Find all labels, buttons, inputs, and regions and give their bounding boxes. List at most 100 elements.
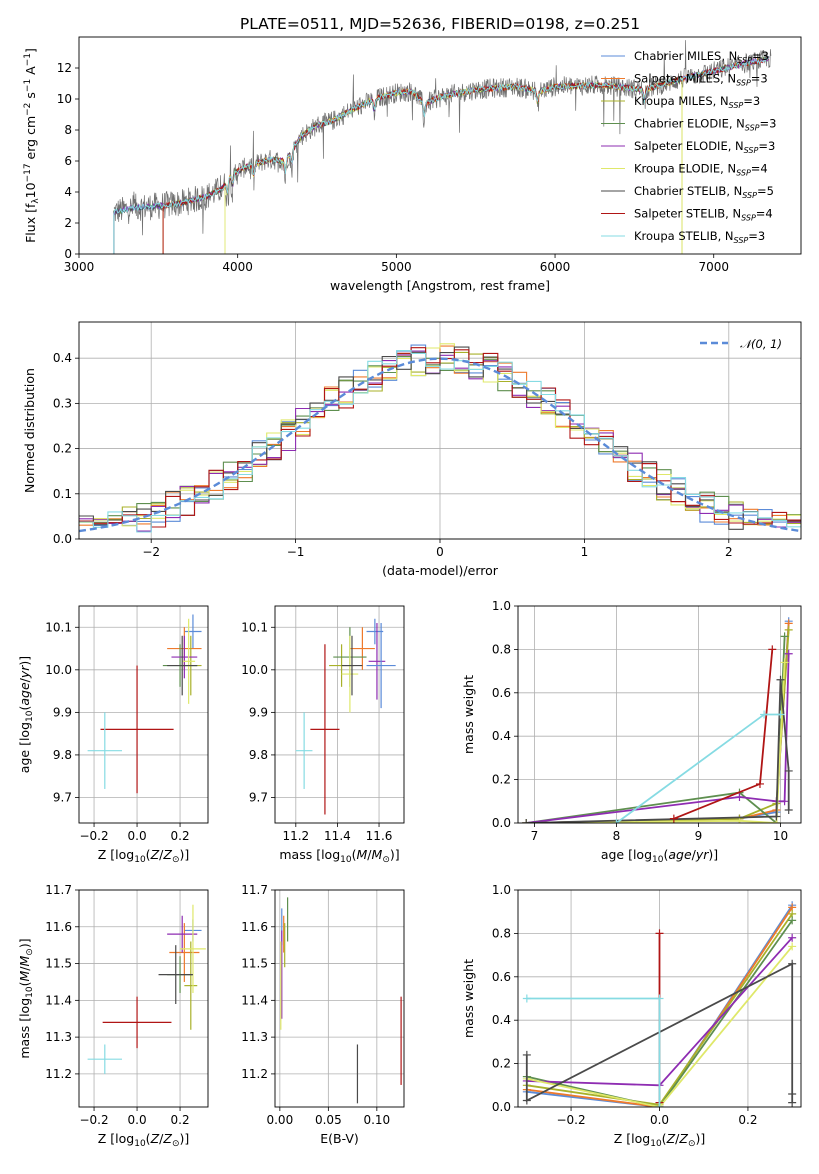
errorbar-point — [366, 623, 396, 709]
y-tick-label: 8 — [64, 123, 72, 137]
mass-weight-marker — [780, 797, 789, 806]
x-tick-label: 0.2 — [171, 1113, 190, 1127]
y-tick-label: 11.6 — [241, 920, 268, 934]
x-tick-label: 0.2 — [171, 829, 190, 843]
mass-weight-marker — [522, 994, 531, 1003]
x-tick-label: 3000 — [64, 260, 95, 274]
legend-entry: Chabrier MILES, NSSP=3 — [634, 49, 769, 65]
age_vs_mass-axes — [275, 606, 404, 823]
errorbar-point — [158, 945, 193, 1005]
y-tick-label: 0.0 — [492, 816, 511, 830]
figure-title: PLATE=0511, MJD=52636, FIBERID=0198, z=0… — [240, 15, 640, 33]
y-tick-label: 0.8 — [492, 926, 511, 940]
residuals-frame: −2 −1 0 1 2 0.0 0.1 0.2 0.3 0.4 (data-model)/error… — [22, 321, 802, 578]
y-tick-label: 11.4 — [241, 993, 268, 1007]
x-axis-label: (data-model)/error — [382, 563, 499, 578]
y-axis-label: Normed distribution — [22, 368, 37, 493]
y-tick-label: 0.6 — [492, 686, 511, 700]
legend-entry: Kroupa ELODIE, NSSP=4 — [634, 162, 768, 178]
y-tick-label: 11.5 — [241, 957, 268, 971]
mass-weight-marker — [522, 819, 531, 823]
mass_vs_EBV-plot-area — [280, 897, 402, 1104]
massweight_vs_Z-frame: −0.2 0.0 0.2 0.0 0.2 0.4 0.6 0.8 1.0 Z [log10(Z/Z… — [461, 883, 802, 1149]
y-tick-label: 11.6 — [45, 920, 72, 934]
errorbar-point — [366, 618, 384, 645]
y-tick-label: 1.0 — [492, 599, 511, 613]
mass-weight-marker — [612, 819, 621, 823]
y-tick-label: 11.4 — [45, 993, 72, 1007]
residual-histogram-step — [79, 350, 801, 533]
mass-weight-series-line — [526, 945, 793, 1107]
axis-label: age [log10(age/yr)] — [601, 847, 718, 865]
mass-weight-marker — [776, 710, 785, 719]
y-tick-label: 0.4 — [492, 729, 511, 743]
mass-weight-marker — [522, 1096, 531, 1105]
legend-entry: Salpeter STELIB, NSSP=4 — [634, 207, 773, 223]
legend-entry: Kroupa MILES, NSSP=3 — [634, 94, 760, 110]
y-tick-label: 11.3 — [241, 1030, 268, 1044]
mass-weight-marker — [784, 805, 793, 814]
axis-label: age [log10(age/yr)] — [17, 656, 35, 773]
x-tick-label: 0.10 — [363, 1113, 390, 1127]
legend-entry: Chabrier STELIB, NSSP=5 — [634, 184, 774, 200]
mass_vs_Z-plot-area — [87, 904, 206, 1074]
model-spectrum-line — [113, 56, 770, 254]
spectrum-frame: 3000 4000 5000 6000 7000 0 2 4 6 8 10 12 wavelength … — [23, 36, 802, 293]
massweight_vs_age-frame: 7 8 9 10 0.0 0.2 0.4 0.6 0.8 1.0 age [log10(age/yr… — [461, 599, 802, 865]
x-tick-label: 6000 — [540, 260, 571, 274]
errorbar-point — [100, 665, 174, 794]
y-tick-label: 11.3 — [45, 1030, 72, 1044]
errorbar-point — [167, 635, 198, 696]
mass-weight-marker — [784, 766, 793, 775]
residuals-axes — [79, 322, 801, 540]
y-tick-label: 10.1 — [45, 620, 72, 634]
y-tick-label: 10.0 — [45, 663, 72, 677]
mass-weight-marker — [655, 1103, 664, 1107]
x-tick-label: 0.2 — [738, 1113, 757, 1127]
y-axis-label: mass weight — [461, 959, 476, 1038]
y-tick-label: 0.0 — [492, 1100, 511, 1114]
y-tick-label: 9.8 — [249, 748, 268, 762]
model-spectrum-line — [113, 56, 770, 254]
y-tick-label: 11.2 — [241, 1067, 268, 1081]
spectrum-plot-area — [113, 40, 772, 254]
x-tick-label: 8 — [613, 829, 621, 843]
errorbar-point — [167, 915, 198, 953]
y-tick-label: 11.7 — [241, 883, 268, 897]
x-tick-label: 1 — [581, 545, 589, 559]
y-tick-label: 0.2 — [53, 442, 72, 456]
axis-label: Z [log10(Z/Z⊙)] — [98, 847, 190, 865]
errorbar-point — [349, 627, 375, 670]
mass-weight-series-line — [526, 653, 790, 823]
mass-weight-marker — [655, 994, 664, 1003]
y-tick-label: 9.9 — [53, 705, 72, 719]
age_vs_Z-frame: −0.2 0.0 0.2 9.7 9.8 9.9 10.0 10.1 Z [log10(Z/Z⊙… — [17, 605, 209, 865]
mass-weight-marker — [784, 649, 793, 658]
model-spectrum-line — [113, 56, 770, 254]
y-tick-label: 0.2 — [492, 773, 511, 787]
mass-weight-marker — [768, 645, 777, 654]
x-tick-label: 0.0 — [650, 1113, 669, 1127]
y-tick-label: 0.6 — [492, 970, 511, 984]
y-tick-label: 1.0 — [492, 883, 511, 897]
y-tick-label: 11.2 — [45, 1067, 72, 1081]
mass-weight-marker — [788, 1089, 797, 1098]
massweight_vs_age-plot-area — [522, 617, 793, 823]
y-tick-label: 0.8 — [492, 642, 511, 656]
x-tick-label: 11.6 — [366, 829, 393, 843]
mass_vs_EBV-frame: 0.00 0.05 0.10 11.2 11.3 11.4 11.5 11.6 11.7 E(B-… — [241, 883, 405, 1146]
errorbar-point — [87, 712, 122, 789]
mass-weight-marker — [780, 632, 789, 641]
errorbar-point — [184, 941, 198, 1030]
mass-weight-marker — [780, 658, 789, 667]
massweight_vs_Z-axes — [518, 889, 801, 1108]
x-tick-label: 7 — [531, 829, 539, 843]
x-tick-label: 11.2 — [282, 829, 309, 843]
mass-weight-marker — [788, 916, 797, 925]
age_vs_mass-frame: 11.2 11.4 11.6 9.7 9.8 9.9 10.0 10.1 mass [log10… — [241, 605, 405, 865]
mass-weight-marker — [669, 814, 678, 823]
y-tick-label: 10.0 — [241, 663, 268, 677]
mass-weight-series-line — [526, 919, 793, 1107]
x-tick-label: 11.4 — [324, 829, 351, 843]
model-spectrum-line — [113, 55, 770, 254]
